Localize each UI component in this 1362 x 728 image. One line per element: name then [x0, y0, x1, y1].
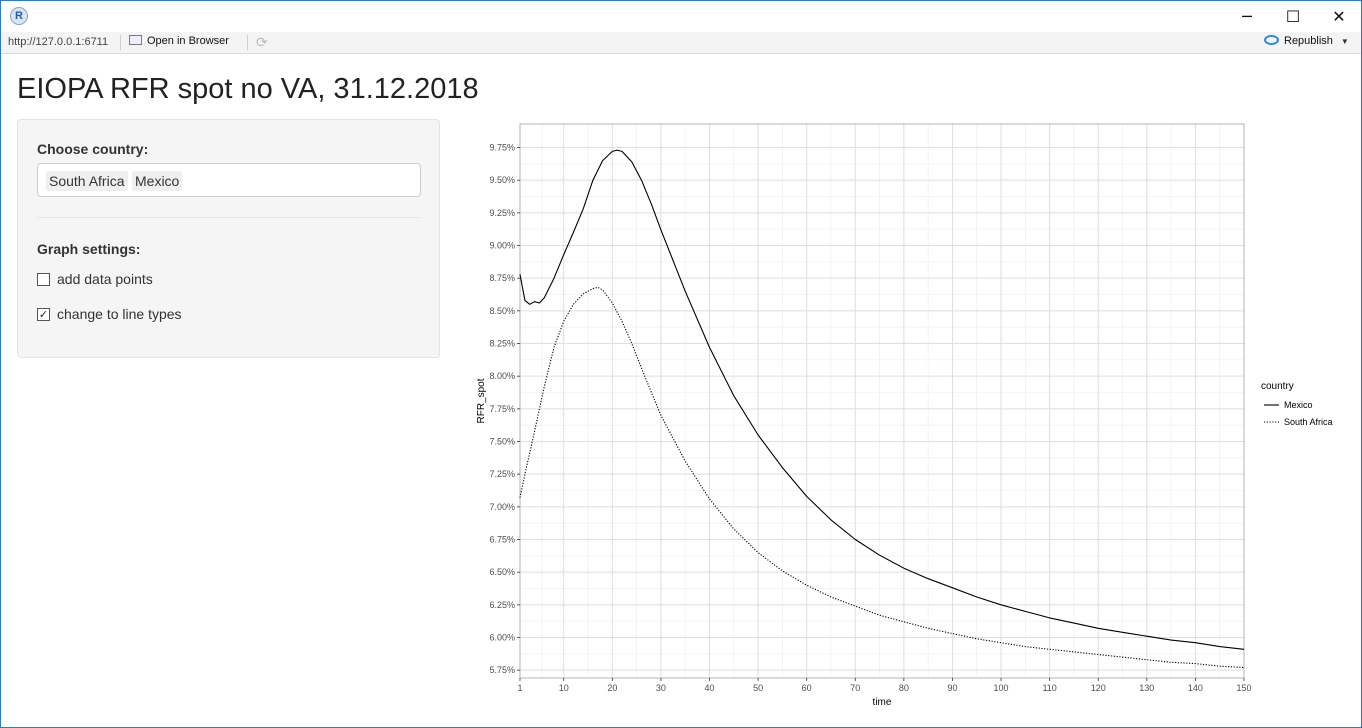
- y-tick-label: 5.75%: [489, 665, 515, 675]
- y-tick-label: 7.25%: [489, 469, 515, 479]
- chart-legend: country Mexico South Africa: [1261, 381, 1333, 427]
- chart-lines: [519, 149, 1245, 669]
- x-tick-label: 1: [517, 683, 522, 693]
- republish-button[interactable]: Republish ▼: [1264, 35, 1349, 47]
- y-tick-label: 8.75%: [489, 273, 515, 283]
- x-axis-ticks: 1 10 20 30 40 50 60 70 80 90 100 110 120 130 140 150: [517, 678, 1252, 693]
- maximize-button[interactable]: ☐: [1285, 7, 1301, 26]
- publish-icon: [1264, 35, 1279, 45]
- x-tick-label: 20: [607, 683, 617, 693]
- y-tick-label: 9.75%: [489, 143, 515, 153]
- line-types-checkbox[interactable]: ✓: [37, 308, 50, 321]
- add-data-points-label: add data points: [57, 271, 153, 287]
- y-axis-title: RFR_spot: [476, 378, 487, 423]
- y-tick-label: 9.25%: [489, 208, 515, 218]
- country-chip[interactable]: South Africa: [46, 171, 128, 191]
- country-chip[interactable]: Mexico: [132, 171, 183, 191]
- url-text: http://127.0.0.1:6711: [8, 36, 109, 48]
- page-title: EIOPA RFR spot no VA, 31.12.2018: [17, 73, 479, 105]
- x-tick-label: 50: [753, 683, 763, 693]
- y-tick-label: 8.25%: [489, 339, 515, 349]
- chart-panel-border: [519, 123, 1245, 679]
- r-app-icon: R: [10, 7, 28, 25]
- rfr-spot-chart: 5.75% 6.00% 6.25% 6.50% 6.75% 7.00% 7.25% 7.50%…: [476, 123, 1333, 708]
- x-tick-label: 40: [704, 683, 714, 693]
- republish-label: Republish: [1284, 35, 1333, 47]
- legend-label: Mexico: [1284, 400, 1313, 410]
- close-button[interactable]: ✕: [1332, 7, 1346, 26]
- title-bar: R ─ ☐ ✕: [1, 1, 1361, 32]
- x-tick-label: 150: [1236, 683, 1251, 693]
- x-tick-label: 90: [947, 683, 957, 693]
- choose-country-label: Choose country:: [37, 141, 149, 157]
- y-tick-label: 9.50%: [489, 175, 515, 185]
- chevron-down-icon[interactable]: ▼: [1340, 37, 1349, 46]
- y-tick-label: 6.75%: [489, 535, 515, 545]
- open-in-browser-label: Open in Browser: [147, 35, 229, 47]
- chart-grid: [519, 124, 1245, 678]
- browser-icon: [129, 35, 142, 45]
- series-line-mexico: [519, 149, 1245, 650]
- graph-settings-label: Graph settings:: [37, 241, 141, 257]
- legend-title: country: [1261, 381, 1294, 392]
- x-tick-label: 30: [656, 683, 666, 693]
- x-tick-label: 110: [1042, 683, 1056, 693]
- x-tick-label: 60: [802, 683, 812, 693]
- minimize-button[interactable]: ─: [1242, 7, 1252, 26]
- add-data-points-checkbox[interactable]: [37, 273, 50, 286]
- y-tick-label: 7.00%: [489, 502, 515, 512]
- x-tick-label: 140: [1188, 683, 1203, 693]
- y-tick-label: 6.25%: [489, 600, 515, 610]
- y-tick-label: 6.00%: [489, 632, 515, 642]
- x-axis-title: time: [873, 697, 892, 708]
- open-in-browser-button[interactable]: Open in Browser: [129, 35, 229, 47]
- x-tick-label: 10: [559, 683, 569, 693]
- toolbar-separator: [120, 35, 121, 50]
- country-select[interactable]: South Africa Mexico: [37, 163, 421, 197]
- y-tick-label: 7.50%: [489, 437, 515, 447]
- y-tick-label: 9.00%: [489, 241, 515, 251]
- line-types-label: change to line types: [57, 306, 182, 322]
- x-tick-label: 70: [850, 683, 860, 693]
- y-tick-label: 8.50%: [489, 306, 515, 316]
- viewer-toolbar: http://127.0.0.1:6711 Open in Browser ⟳ …: [1, 32, 1361, 54]
- x-tick-label: 80: [899, 683, 909, 693]
- divider: [37, 217, 421, 218]
- y-axis-ticks: 5.75% 6.00% 6.25% 6.50% 6.75% 7.00% 7.25% 7.50%…: [489, 143, 520, 675]
- legend-label: South Africa: [1284, 417, 1333, 427]
- y-tick-label: 6.50%: [489, 567, 515, 577]
- y-tick-label: 8.00%: [489, 371, 515, 381]
- x-tick-label: 100: [994, 683, 1009, 693]
- y-tick-label: 7.75%: [489, 404, 515, 414]
- x-tick-label: 120: [1091, 683, 1106, 693]
- refresh-icon[interactable]: ⟳: [256, 34, 268, 50]
- series-line-south-africa: [519, 286, 1245, 669]
- x-tick-label: 130: [1139, 683, 1154, 693]
- toolbar-separator: [247, 35, 248, 50]
- sidebar-panel: Choose country: South Africa Mexico Grap…: [17, 119, 440, 358]
